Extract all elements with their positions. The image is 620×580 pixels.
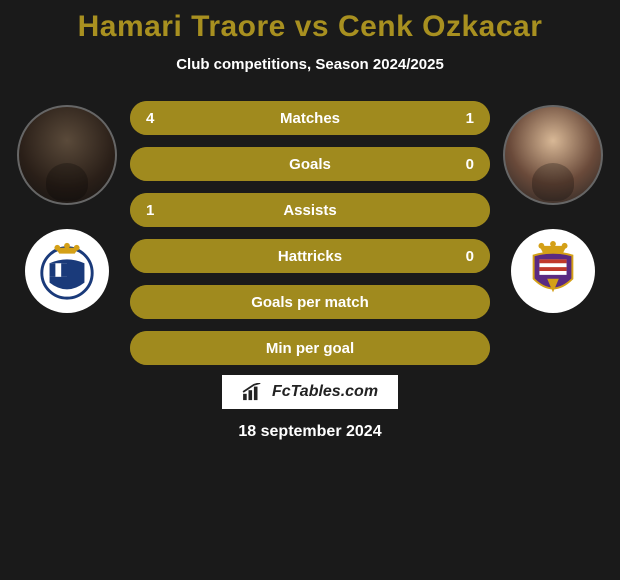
- stat-row: Min per goal: [130, 331, 490, 365]
- stat-row: Goals per match: [130, 285, 490, 319]
- stat-label: Goals per match: [251, 294, 369, 311]
- stat-value-right: 1: [466, 110, 474, 127]
- title-vs: vs: [295, 10, 329, 43]
- chart-icon: [242, 383, 264, 401]
- right-column: [498, 101, 608, 313]
- stat-label: Goals: [289, 156, 331, 173]
- left-column: [12, 101, 122, 313]
- stat-label: Matches: [280, 110, 340, 127]
- stat-value-left: 1: [146, 202, 154, 219]
- stat-label: Min per goal: [266, 340, 354, 357]
- brand-text: FcTables.com: [272, 383, 378, 401]
- page-title: Hamari Traore vs Cenk Ozkacar: [78, 10, 543, 44]
- subtitle: Club competitions, Season 2024/2025: [176, 56, 444, 73]
- stat-row: 4 1 Matches: [130, 101, 490, 135]
- stat-label: Assists: [283, 202, 336, 219]
- content-row: 4 1 Matches 0 Goals 1 Assists 0 Hattricks Goals p…: [0, 101, 620, 365]
- title-player1: Hamari Traore: [78, 10, 286, 43]
- stat-label: Hattricks: [278, 248, 342, 265]
- stat-value-left: 4: [146, 110, 154, 127]
- player1-avatar: [17, 105, 117, 205]
- date-text: 18 september 2024: [238, 423, 381, 441]
- stat-value-right: 0: [466, 156, 474, 173]
- real-sociedad-icon: [36, 240, 98, 302]
- stat-row: 0 Goals: [130, 147, 490, 181]
- title-player2: Cenk Ozkacar: [338, 10, 542, 43]
- comparison-card: Hamari Traore vs Cenk Ozkacar Club compe…: [0, 0, 620, 441]
- stat-row: 0 Hattricks: [130, 239, 490, 273]
- player2-club-badge: [511, 229, 595, 313]
- player2-avatar: [503, 105, 603, 205]
- stats-column: 4 1 Matches 0 Goals 1 Assists 0 Hattricks Goals p…: [130, 101, 490, 365]
- brand-badge: FcTables.com: [222, 375, 398, 409]
- player1-club-badge: [25, 229, 109, 313]
- stat-value-right: 0: [466, 248, 474, 265]
- stat-row: 1 Assists: [130, 193, 490, 227]
- real-valladolid-icon: [522, 240, 584, 302]
